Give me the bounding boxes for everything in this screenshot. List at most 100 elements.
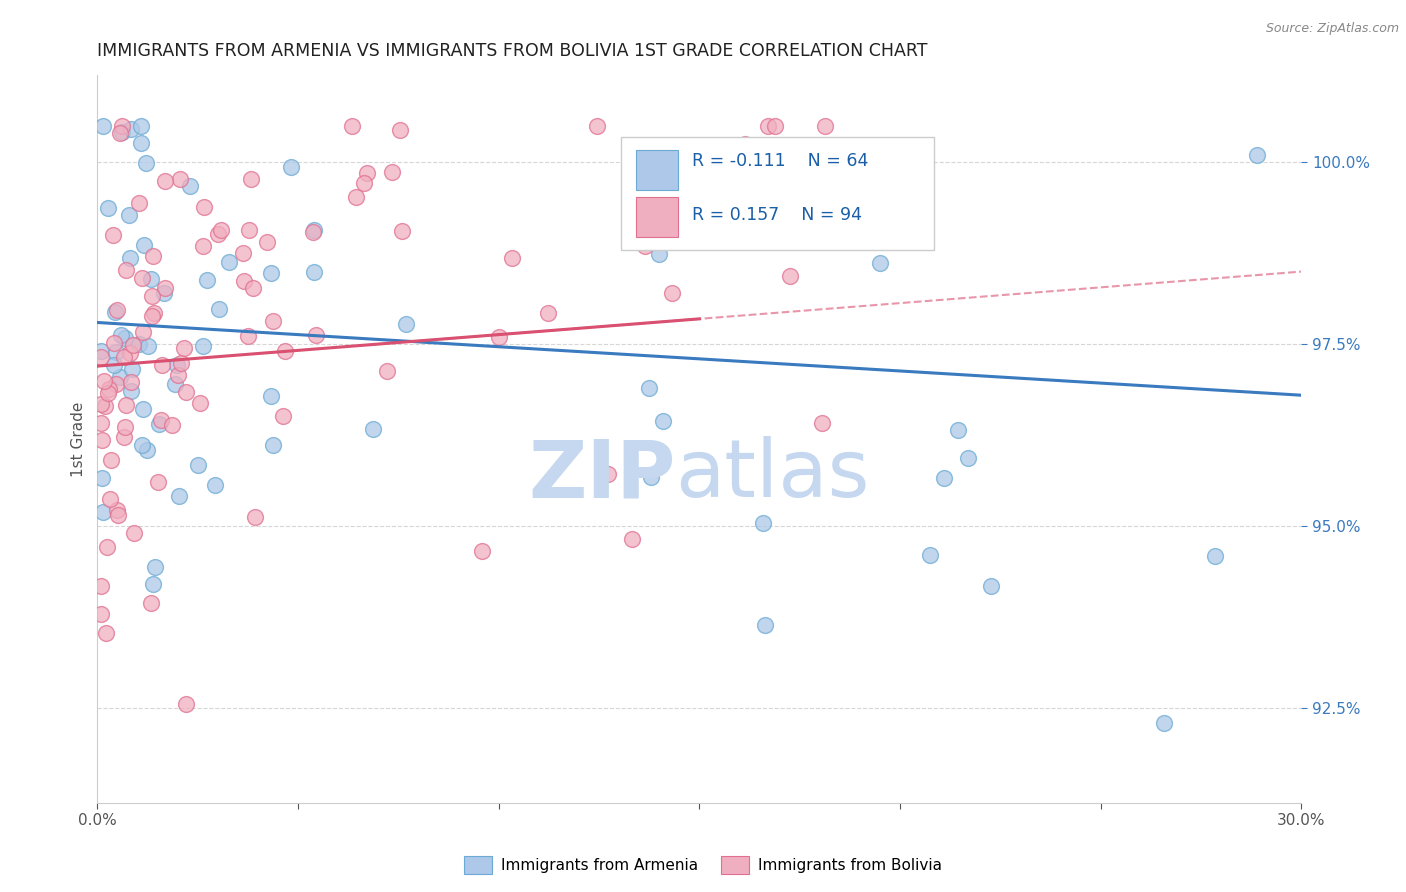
Point <box>114 331 136 345</box>
Point <box>169 489 191 503</box>
Point <box>91 119 114 133</box>
Point <box>537 306 560 320</box>
Point <box>128 336 150 351</box>
Point <box>262 437 284 451</box>
Point <box>115 262 138 277</box>
Text: R = 0.157    N = 94: R = 0.157 N = 94 <box>692 206 862 224</box>
Point <box>598 467 620 481</box>
Point <box>375 364 398 378</box>
Point <box>193 201 215 215</box>
Point <box>90 607 112 621</box>
Point <box>110 126 132 140</box>
Point <box>139 596 162 610</box>
Point <box>120 122 142 136</box>
FancyBboxPatch shape <box>636 150 678 190</box>
Point <box>105 377 128 392</box>
Point <box>120 384 142 399</box>
Point <box>233 274 256 288</box>
Point <box>112 350 135 364</box>
Point <box>143 306 166 320</box>
Point <box>173 341 195 355</box>
Point <box>136 339 159 353</box>
Point <box>169 172 191 186</box>
Point <box>259 267 281 281</box>
Point <box>647 247 669 261</box>
Point <box>90 416 112 430</box>
Point <box>361 422 384 436</box>
Point <box>90 344 112 359</box>
Point <box>305 328 328 343</box>
Point <box>94 399 117 413</box>
Point <box>344 190 367 204</box>
Point <box>90 578 112 592</box>
Point <box>920 548 942 562</box>
Point <box>811 416 834 430</box>
FancyBboxPatch shape <box>621 137 934 250</box>
Point <box>153 280 176 294</box>
Point <box>139 272 162 286</box>
Point <box>209 223 232 237</box>
Point <box>661 286 683 301</box>
Point <box>242 281 264 295</box>
Point <box>97 386 120 401</box>
Point <box>132 325 155 339</box>
Point <box>96 541 118 555</box>
Point <box>129 136 152 151</box>
Point <box>163 376 186 391</box>
FancyBboxPatch shape <box>636 196 678 236</box>
Point <box>131 271 153 285</box>
Point <box>100 452 122 467</box>
Point <box>770 223 793 237</box>
Point <box>136 442 159 457</box>
Point <box>621 231 644 245</box>
Point <box>232 246 254 260</box>
Point <box>166 368 188 383</box>
Point <box>752 516 775 531</box>
Point <box>195 273 218 287</box>
Point <box>187 458 209 472</box>
Point <box>129 119 152 133</box>
Text: Source: ZipAtlas.com: Source: ZipAtlas.com <box>1265 22 1399 36</box>
Point <box>934 470 956 484</box>
Point <box>188 395 211 409</box>
Point <box>108 370 131 384</box>
Point <box>260 389 283 403</box>
Point <box>391 224 413 238</box>
Point <box>208 301 231 316</box>
Point <box>174 384 197 399</box>
Point <box>763 119 786 133</box>
Point <box>620 532 643 546</box>
Point <box>814 119 837 133</box>
Point <box>90 397 112 411</box>
Point <box>395 317 418 331</box>
Point <box>148 417 170 431</box>
Point <box>280 160 302 174</box>
Point <box>118 208 141 222</box>
Point <box>120 251 142 265</box>
Point <box>353 177 375 191</box>
Text: IMMIGRANTS FROM ARMENIA VS IMMIGRANTS FROM BOLIVIA 1ST GRADE CORRELATION CHART: IMMIGRANTS FROM ARMENIA VS IMMIGRANTS FR… <box>97 42 928 60</box>
Text: ZIP: ZIP <box>529 436 675 514</box>
Point <box>121 362 143 376</box>
Point <box>1204 549 1226 563</box>
Point <box>141 288 163 302</box>
Y-axis label: 1st Grade: 1st Grade <box>72 401 86 476</box>
Point <box>218 254 240 268</box>
Point <box>112 430 135 444</box>
Point <box>103 335 125 350</box>
Text: R = -0.111    N = 64: R = -0.111 N = 64 <box>692 152 869 170</box>
Text: atlas: atlas <box>675 436 870 514</box>
Point <box>302 223 325 237</box>
Point <box>980 579 1002 593</box>
Point <box>342 119 364 133</box>
Point <box>128 195 150 210</box>
Point <box>118 346 141 360</box>
Point <box>734 137 756 152</box>
Point <box>586 119 609 133</box>
Point <box>107 508 129 522</box>
Point <box>142 249 165 263</box>
Point <box>170 356 193 370</box>
Point <box>91 471 114 485</box>
Point <box>150 358 173 372</box>
Point <box>152 286 174 301</box>
